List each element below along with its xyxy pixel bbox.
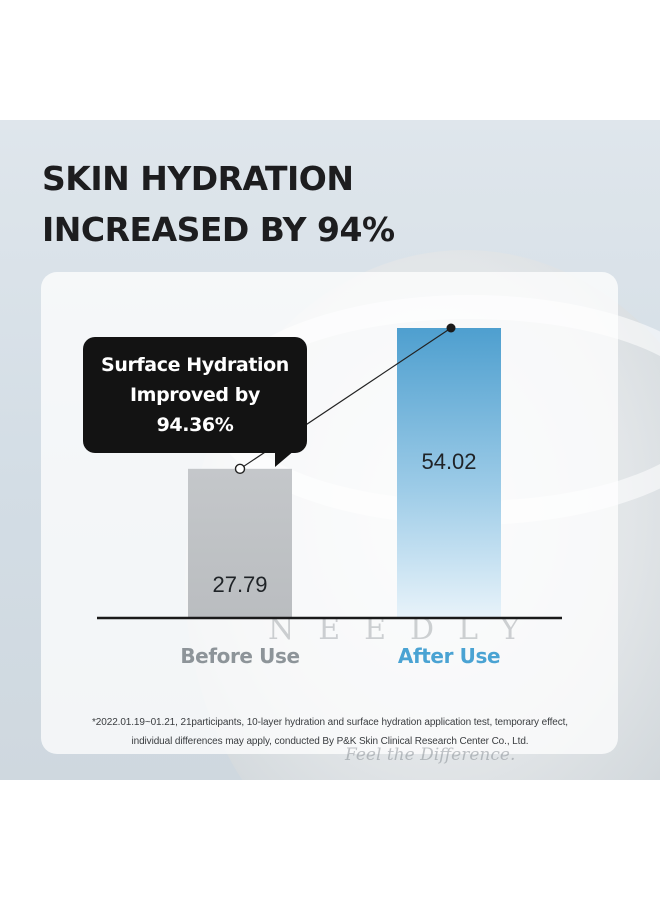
callout-tail [275, 450, 295, 467]
study-footnote: *2022.01.19~01.21, 21participants, 10-la… [60, 713, 600, 751]
tagline-watermark: Feel the Difference. [345, 745, 516, 765]
value-label: 27.79 [212, 572, 268, 597]
category-label: Before Use [180, 644, 300, 668]
footnote-line-2: individual differences may apply, conduc… [131, 736, 529, 747]
category-label: After Use [397, 644, 501, 668]
headline: SKIN HYDRATION INCREASED BY 94% [42, 153, 395, 255]
trend-point-before [234, 463, 246, 475]
footnote-line-1: *2022.01.19~01.21, 21participants, 10-la… [92, 717, 568, 728]
headline-line-1: SKIN HYDRATION [42, 159, 354, 198]
trend-point-after [446, 323, 456, 333]
callout-text: Surface Hydration Improved by 94.36% [101, 354, 289, 436]
improvement-callout: Surface Hydration Improved by 94.36% [83, 337, 307, 453]
value-label: 54.02 [421, 449, 477, 475]
bar-after-use [397, 328, 501, 618]
headline-line-2: INCREASED BY 94% [42, 210, 395, 249]
bar-before-use [188, 468, 292, 618]
